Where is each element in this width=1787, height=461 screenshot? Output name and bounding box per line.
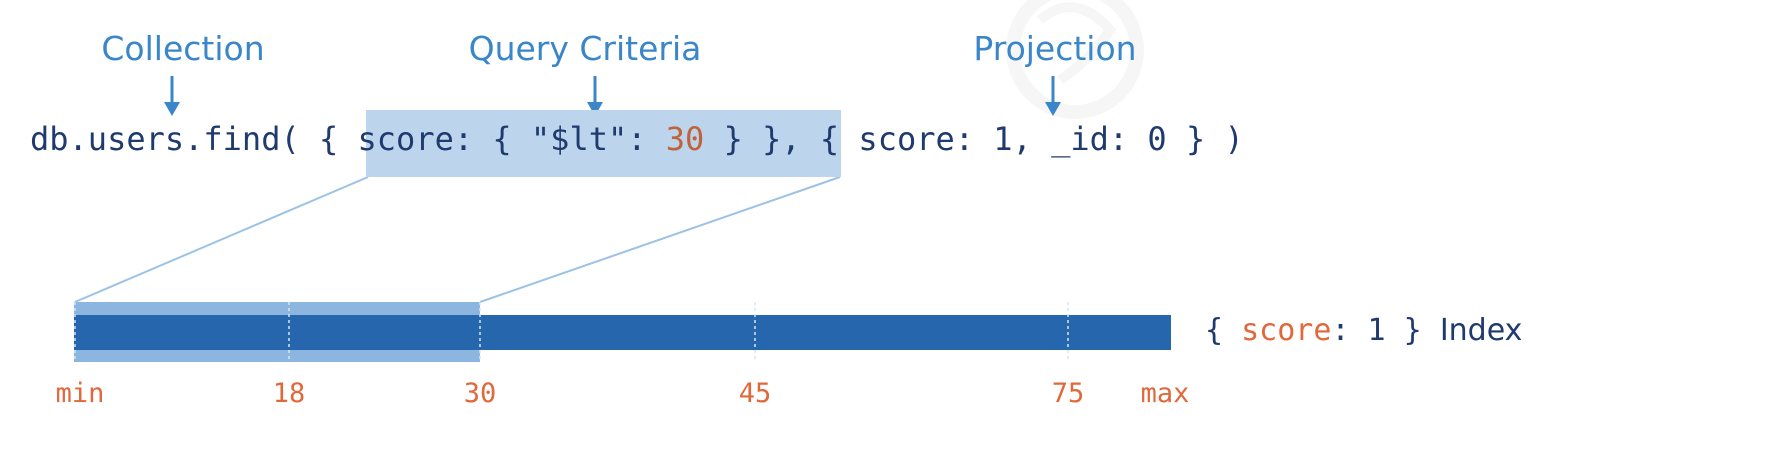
index-bar-fill xyxy=(74,315,1171,350)
index-open: { xyxy=(1205,313,1241,348)
tick-label-max: max xyxy=(1141,378,1190,409)
index-label: { score: 1 } Index xyxy=(1205,313,1522,348)
index-bar xyxy=(74,302,1171,362)
connector-right xyxy=(479,176,841,303)
query-criteria-arrow-icon xyxy=(587,76,603,116)
query-code: db.users.find( { score: { "$lt": 30 } },… xyxy=(30,120,1244,158)
connector-left xyxy=(74,176,369,303)
watermark-logo xyxy=(1006,0,1144,119)
query-prefix: db.users.find( { xyxy=(30,120,358,158)
index-rest: : 1 } xyxy=(1331,313,1439,348)
tick-label-45: 45 xyxy=(739,378,772,409)
tick-label-18: 18 xyxy=(273,378,306,409)
query-criteria-highlight xyxy=(366,110,841,177)
query-criteria-value: 30 xyxy=(666,120,705,158)
query-criteria-key: score: { "$lt": xyxy=(358,120,666,158)
query-criteria-label: Query Criteria xyxy=(469,29,702,68)
index-field: score xyxy=(1241,313,1331,348)
index-name: Index xyxy=(1440,313,1523,348)
query-projection: { score: 1, _id: 0 } ) xyxy=(820,120,1244,158)
tick-label-30: 30 xyxy=(464,378,497,409)
projection-label: Projection xyxy=(973,29,1136,68)
tick-label-min: min xyxy=(56,378,105,409)
projection-arrow-icon xyxy=(1045,76,1061,116)
query-criteria-close: } } xyxy=(704,120,781,158)
collection-arrow-icon xyxy=(164,76,180,116)
collection-label: Collection xyxy=(101,29,264,68)
query-separator: , xyxy=(781,120,820,158)
tick-label-75: 75 xyxy=(1052,378,1085,409)
